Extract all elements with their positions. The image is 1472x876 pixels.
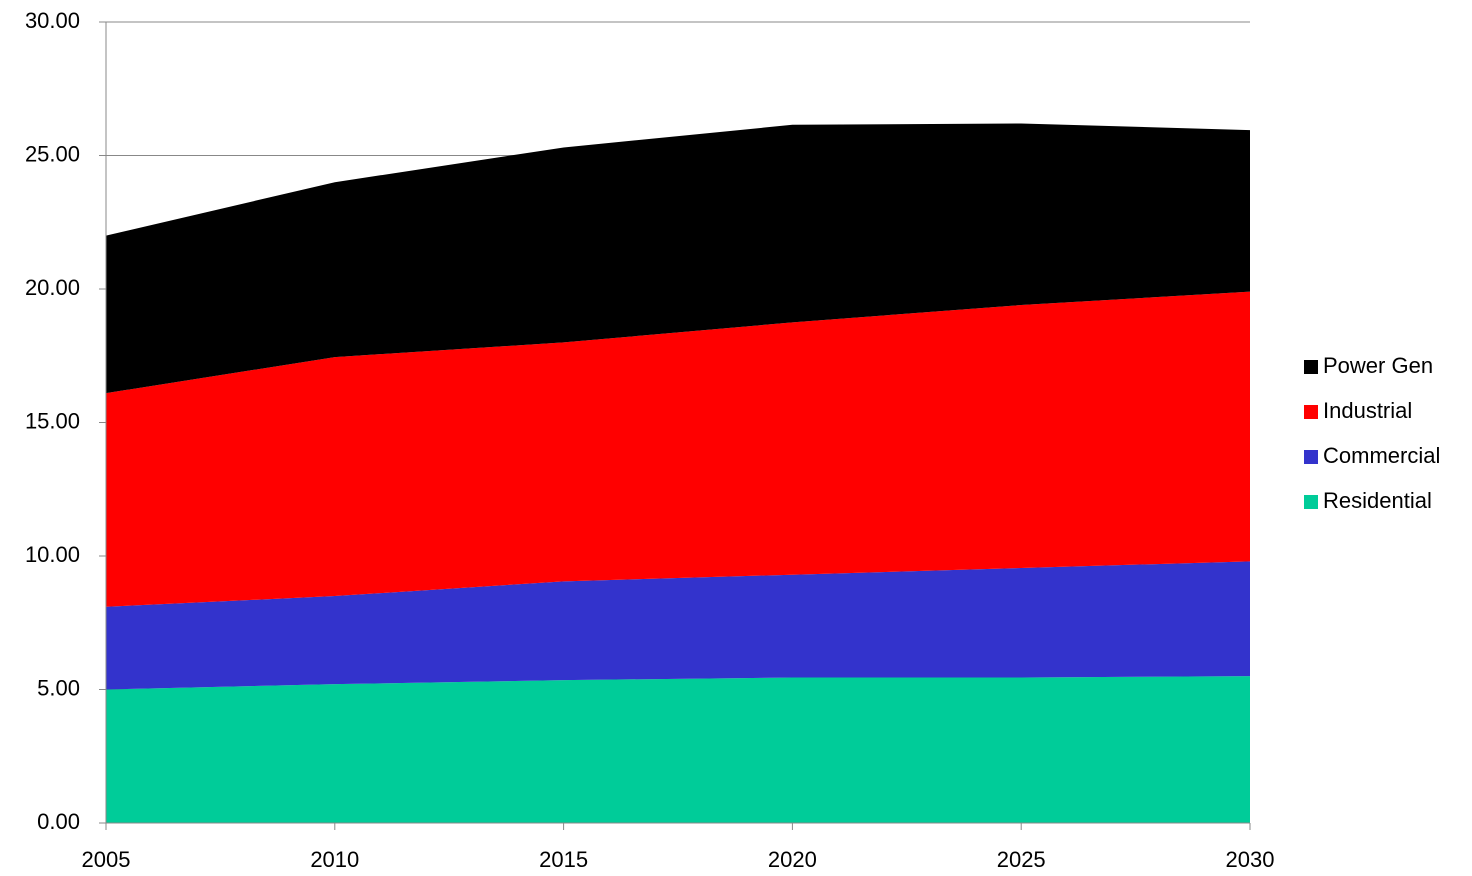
- y-tick-label: 0.00: [37, 809, 80, 834]
- y-tick-label: 10.00: [25, 542, 80, 567]
- area: [106, 561, 1250, 690]
- y-tick-label: 15.00: [25, 408, 80, 433]
- x-tick-label: 2005: [82, 847, 131, 872]
- legend-swatch: [1304, 495, 1318, 509]
- area: [106, 676, 1250, 823]
- y-tick-label: 5.00: [37, 675, 80, 700]
- area: [106, 123, 1250, 394]
- legend-label: Power Gen: [1323, 353, 1433, 378]
- legend-label: Commercial: [1323, 443, 1440, 468]
- legend-swatch: [1304, 405, 1318, 419]
- legend-swatch: [1304, 450, 1318, 464]
- y-tick-label: 30.00: [25, 8, 80, 33]
- legend-label: Residential: [1323, 488, 1432, 513]
- y-tick-label: 20.00: [25, 275, 80, 300]
- x-tick-label: 2030: [1226, 847, 1275, 872]
- y-tick-label: 25.00: [25, 141, 80, 166]
- x-tick-label: 2015: [539, 847, 588, 872]
- x-tick-label: 2010: [310, 847, 359, 872]
- x-tick-label: 2020: [768, 847, 817, 872]
- area: [106, 291, 1250, 607]
- x-tick-label: 2025: [997, 847, 1046, 872]
- legend-label: Industrial: [1323, 398, 1412, 423]
- legend-swatch: [1304, 360, 1318, 374]
